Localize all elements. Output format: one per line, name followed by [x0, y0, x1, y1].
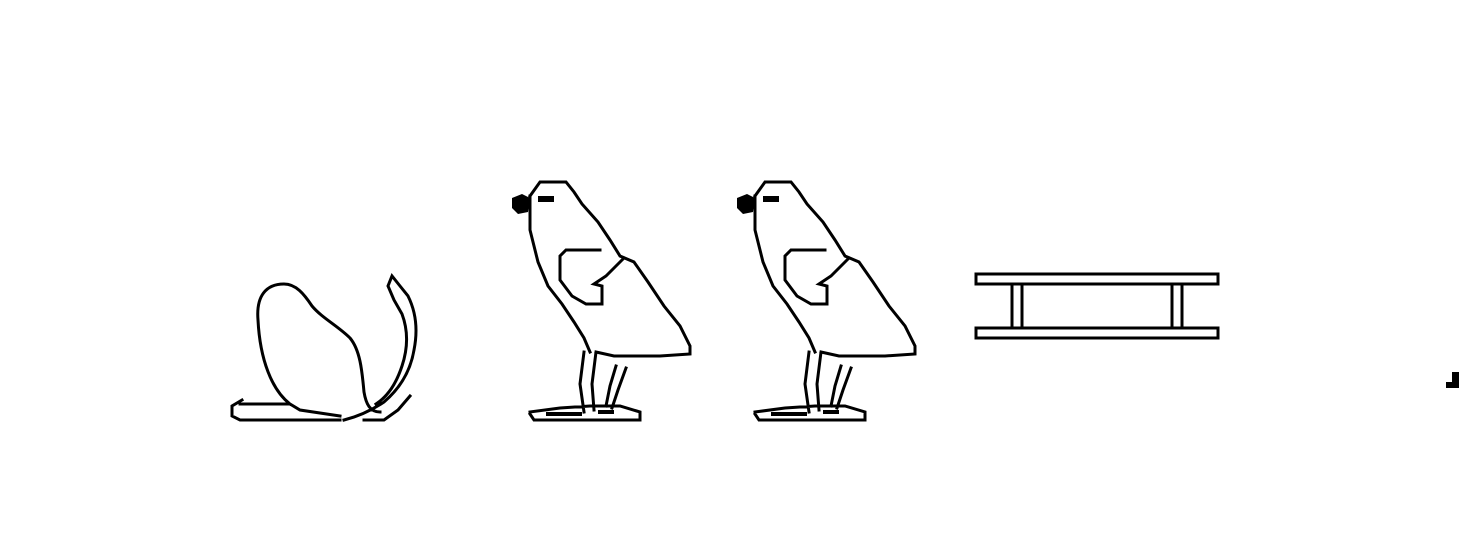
quail-bird-icon — [512, 180, 692, 422]
ladder-sledge-sign-icon — [974, 272, 1220, 340]
rope-or-tail-sign-icon — [230, 273, 418, 422]
quail-bird-icon — [737, 180, 917, 422]
edge-glyph-fragment — [1446, 372, 1459, 388]
